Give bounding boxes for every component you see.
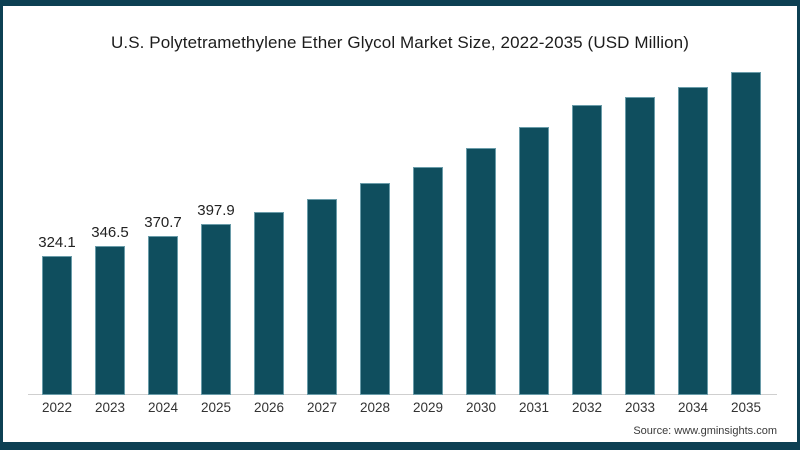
x-tick-2030: 2030 — [465, 400, 497, 415]
x-tick-2023: 2023 — [94, 400, 126, 415]
bar-2033 — [625, 97, 655, 395]
source-attribution: Source: www.gminsights.com — [633, 425, 777, 437]
bar-2026 — [254, 212, 284, 395]
bar-2035 — [731, 72, 761, 395]
x-tick-2029: 2029 — [412, 400, 444, 415]
chart-title: U.S. Polytetramethylene Ether Glycol Mar… — [111, 33, 689, 52]
x-tick-2035: 2035 — [730, 400, 762, 415]
bar-value-label-2023: 346.5 — [91, 224, 129, 241]
x-tick-2032: 2032 — [571, 400, 603, 415]
x-axis-line — [28, 394, 777, 395]
bar-value-label-2025: 397.9 — [197, 202, 235, 219]
bar-2031 — [519, 127, 549, 395]
bar-value-label-2024: 370.7 — [144, 214, 182, 231]
bar-chart-plot-area: 324.1 346.5 370.7 397.9 2022 2023 2024 2025 202… — [3, 6, 797, 442]
bar-value-label-2022: 324.1 — [38, 234, 76, 251]
bar-2034 — [678, 87, 708, 395]
bar-2027 — [307, 199, 337, 395]
x-tick-2024: 2024 — [147, 400, 179, 415]
x-tick-2033: 2033 — [624, 400, 656, 415]
x-tick-2028: 2028 — [359, 400, 391, 415]
bar-2025 — [201, 224, 231, 395]
x-tick-2026: 2026 — [253, 400, 285, 415]
bar-2028 — [360, 183, 390, 395]
bar-2032 — [572, 105, 602, 395]
bar-2030 — [466, 148, 496, 395]
x-tick-2025: 2025 — [200, 400, 232, 415]
x-tick-2022: 2022 — [41, 400, 73, 415]
x-tick-2027: 2027 — [306, 400, 338, 415]
x-tick-2034: 2034 — [677, 400, 709, 415]
bar-2022 — [42, 256, 72, 395]
bar-2023 — [95, 246, 125, 395]
bar-2024 — [148, 236, 178, 395]
x-tick-2031: 2031 — [518, 400, 550, 415]
bar-2029 — [413, 167, 443, 395]
